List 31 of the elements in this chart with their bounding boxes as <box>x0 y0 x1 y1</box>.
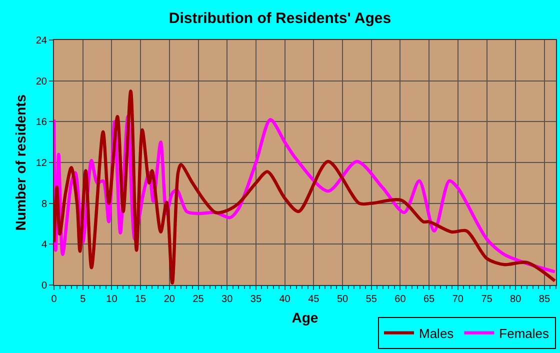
x-tick-label: 45 <box>308 294 320 305</box>
x-tick-label: 55 <box>366 294 378 305</box>
legend-label: Males <box>419 326 454 341</box>
y-tick-label: 24 <box>36 36 48 46</box>
x-tick-label: 85 <box>538 294 550 305</box>
x-tick-label: 20 <box>164 294 176 305</box>
y-tick-label: 12 <box>36 158 48 169</box>
y-tick-label: 4 <box>41 240 48 251</box>
legend-label: Females <box>499 326 550 341</box>
x-tick-label: 15 <box>134 294 147 305</box>
y-tick-label: 16 <box>36 117 48 128</box>
line-series <box>54 89 556 285</box>
y-tick-label: 8 <box>41 198 48 210</box>
x-axis-title: Age <box>292 309 318 326</box>
x-tick-label: 0 <box>51 294 58 305</box>
y-tick-label: 0 <box>41 280 48 292</box>
x-tick-label: 65 <box>423 294 436 305</box>
x-tick-label: 10 <box>106 294 118 305</box>
x-tick-label: 75 <box>481 294 493 305</box>
y-axis-title: Number of residents <box>12 94 28 231</box>
x-tick-label: 25 <box>192 294 204 305</box>
chart-title: Distribution of Residents' Ages <box>168 10 392 27</box>
x-tick-label: 50 <box>336 294 349 305</box>
x-tick-label: 80 <box>510 294 522 305</box>
x-tick-label: 5 <box>80 294 86 305</box>
x-tick-label: 70 <box>452 294 464 305</box>
x-tick-label: 30 <box>222 294 234 305</box>
x-tick-label: 40 <box>279 294 291 305</box>
y-tick-label: 20 <box>36 76 48 88</box>
x-tick-label: 35 <box>250 294 262 305</box>
x-tick-label: 60 <box>394 294 406 305</box>
